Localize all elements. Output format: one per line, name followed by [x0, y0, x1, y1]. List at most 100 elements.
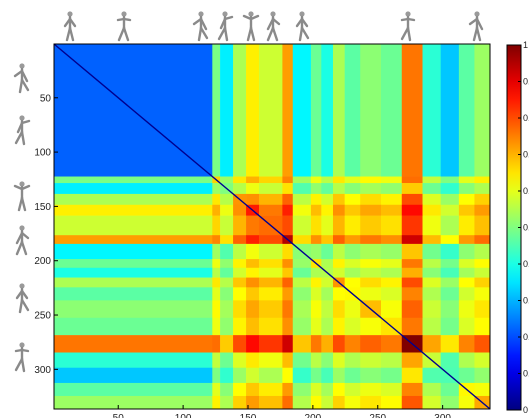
- heatmap-block: [458, 215, 475, 236]
- heatmap-block: [54, 317, 213, 336]
- x-tick-label: 150: [240, 413, 257, 418]
- heatmap-block: [422, 204, 441, 216]
- heatmap-block: [282, 367, 294, 384]
- plot-frame: [53, 43, 491, 410]
- heatmap-block: [233, 335, 247, 353]
- heatmap-block: [458, 395, 475, 410]
- heatmap-block: [212, 352, 221, 369]
- heatmap-block: [212, 367, 221, 384]
- heatmap-block: [246, 367, 260, 384]
- heatmap-block: [360, 395, 382, 410]
- heatmap-block: [360, 317, 382, 336]
- pose-icon: [13, 181, 31, 212]
- heatmap-block: [259, 235, 283, 245]
- heatmap-block: [401, 300, 423, 319]
- heatmap-block: [332, 317, 345, 336]
- heatmap-block: [422, 335, 441, 353]
- heatmap-block: [321, 395, 334, 410]
- heatmap-block: [440, 317, 460, 336]
- heatmap-block: [54, 287, 213, 301]
- heatmap-block: [310, 382, 322, 397]
- heatmap-block: [292, 300, 312, 319]
- heatmap-block: [282, 243, 294, 260]
- heatmap-block: [381, 176, 403, 184]
- heatmap-block: [246, 382, 260, 397]
- heatmap-block: [401, 287, 423, 301]
- heatmap-block: [401, 193, 423, 206]
- heatmap-block: [474, 352, 491, 369]
- heatmap-block: [440, 235, 460, 245]
- heatmap-block: [401, 382, 423, 397]
- colorbar-tick-label: 0.: [523, 223, 529, 233]
- heatmap-block: [344, 277, 361, 288]
- heatmap-block: [344, 183, 361, 195]
- heatmap-block: [246, 352, 260, 369]
- heatmap-block: [360, 277, 382, 288]
- heatmap-block: [321, 243, 334, 260]
- heatmap-block: [220, 300, 234, 319]
- heatmap-block: [292, 44, 312, 177]
- heatmap-block: [381, 204, 403, 216]
- heatmap-block: [220, 267, 234, 278]
- heatmap-block: [344, 300, 361, 319]
- heatmap-block: [344, 215, 361, 236]
- heatmap-block: [54, 183, 213, 195]
- heatmap-block: [360, 215, 382, 236]
- heatmap-block: [259, 277, 283, 288]
- heatmap-block: [344, 176, 361, 184]
- pose-icon: [400, 11, 416, 42]
- heatmap-block: [246, 193, 260, 206]
- heatmap-block: [321, 204, 334, 216]
- heatmap-block: [422, 235, 441, 245]
- heatmap-block: [233, 243, 247, 260]
- heatmap-block: [282, 287, 294, 301]
- pose-icon: [14, 342, 30, 373]
- heatmap-block: [440, 183, 460, 195]
- heatmap-block: [332, 395, 345, 410]
- heatmap-block: [310, 204, 322, 216]
- heatmap-block: [332, 215, 345, 236]
- heatmap-block: [233, 259, 247, 269]
- heatmap-block: [422, 382, 441, 397]
- colorbar-tick-label: 0.: [523, 332, 529, 342]
- heatmap-block: [440, 395, 460, 410]
- heatmap-block: [458, 44, 475, 177]
- pose-icon: [266, 11, 281, 42]
- heatmap-block: [310, 193, 322, 206]
- y-tick-label: 150: [34, 202, 51, 213]
- heatmap-block: [381, 44, 403, 177]
- heatmap-block: [212, 204, 221, 216]
- heatmap-block: [332, 367, 345, 384]
- heatmap-block: [321, 287, 334, 301]
- heatmap-block: [401, 204, 423, 216]
- heatmap-block: [54, 215, 213, 236]
- heatmap-block: [401, 352, 423, 369]
- heatmap-block: [246, 300, 260, 319]
- heatmap-block: [401, 277, 423, 288]
- heatmap-block: [246, 44, 260, 177]
- heatmap-block: [246, 287, 260, 301]
- heatmap-block: [474, 382, 491, 397]
- heatmap-block: [360, 235, 382, 245]
- heatmap-block: [474, 277, 491, 288]
- heatmap-block: [54, 300, 213, 319]
- heatmap-block: [321, 193, 334, 206]
- heatmap-block: [220, 382, 234, 397]
- heatmap-block: [212, 267, 221, 278]
- heatmap-block: [233, 183, 247, 195]
- heatmap-block: [344, 243, 361, 260]
- x-axis: 50 100 150 200 250 300: [113, 405, 451, 418]
- heatmap-block: [381, 267, 403, 278]
- heatmap-block: [458, 300, 475, 319]
- y-axis: 50 100 150 200 250 300: [34, 93, 58, 376]
- heatmap-block: [282, 352, 294, 369]
- heatmap-block: [458, 317, 475, 336]
- heatmap-block: [246, 267, 260, 278]
- heatmap-block: [474, 193, 491, 206]
- heatmap-block: [54, 395, 213, 410]
- heatmap-block: [332, 335, 345, 353]
- heatmap-block: [282, 44, 294, 177]
- heatmap-block: [259, 176, 283, 184]
- heatmap-block: [474, 317, 491, 336]
- heatmap-block: [310, 267, 322, 278]
